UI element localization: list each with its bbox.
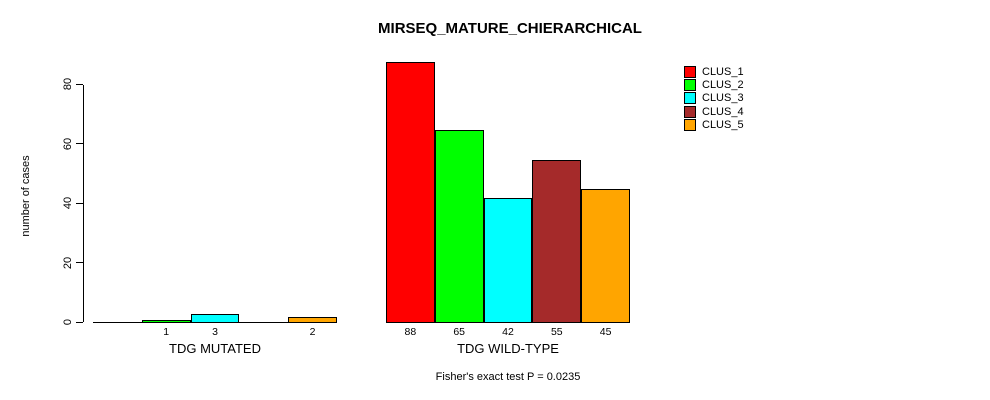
y-axis-tick-label: 20 [62,256,74,269]
y-axis-tick [76,83,83,85]
bar-clus_2-group1 [141,320,191,323]
legend-item-clus_1: CLUS_1 [684,65,744,78]
legend-swatch-clus_2 [684,79,696,92]
fisher-test-note: Fisher's exact test P = 0.0235 [435,371,581,383]
y-axis-tick-label: 60 [62,137,74,150]
bar-clus_4-group2 [532,160,582,323]
y-axis-tick [76,202,83,204]
bar-value-label: 1 [163,326,170,338]
bar-value-label: 65 [453,326,466,338]
bar-value-label: 42 [502,326,514,338]
legend: CLUS_1 CLUS_2 CLUS_3 CLUS_4 CLUS_5 [684,65,744,132]
y-axis-label: number of cases [20,155,32,237]
legend-label: CLUS_5 [702,119,744,132]
y-axis-tick-label: 80 [62,78,74,91]
legend-swatch-clus_4 [684,105,696,118]
legend-label: CLUS_2 [702,79,744,92]
legend-label: CLUS_1 [702,65,744,78]
y-axis-tick-label: 40 [62,197,74,210]
legend-item-clus_4: CLUS_4 [684,105,744,118]
y-axis-tick [76,262,83,264]
legend-swatch-clus_1 [684,65,696,78]
legend-label: CLUS_4 [702,105,744,118]
y-axis-line [83,85,84,322]
bar-clus_2-group2 [434,130,484,323]
bar-clus_5-group1 [288,317,337,323]
bar-value-label: 45 [599,326,612,338]
legend-swatch-clus_3 [684,92,696,105]
legend-label: CLUS_3 [702,92,744,105]
bar-value-label: 55 [550,326,563,338]
bar-clus_1-group2 [386,62,435,323]
legend-swatch-clus_5 [684,119,696,132]
legend-item-clus_2: CLUS_2 [684,78,744,92]
bar-value-label: 3 [212,326,218,338]
group-label-tdg-mutated: TDG MUTATED [169,341,261,356]
y-axis-tick [76,321,83,323]
bar-clus_3-group1 [190,314,240,323]
chart-title: MIRSEQ_MATURE_CHIERARCHICAL [378,20,642,37]
group-label-tdg-wild-type: TDG WILD-TYPE [457,341,559,356]
bar-clus_3-group2 [483,198,533,323]
bar-value-label: 88 [404,326,417,338]
y-axis-tick [76,143,83,145]
legend-item-clus_5: CLUS_5 [684,119,744,132]
y-axis-tick-label: 0 [62,318,74,326]
bar-clus_5-group2 [581,189,630,323]
legend-item-clus_3: CLUS_3 [684,92,744,105]
bar-value-label: 2 [309,326,316,338]
